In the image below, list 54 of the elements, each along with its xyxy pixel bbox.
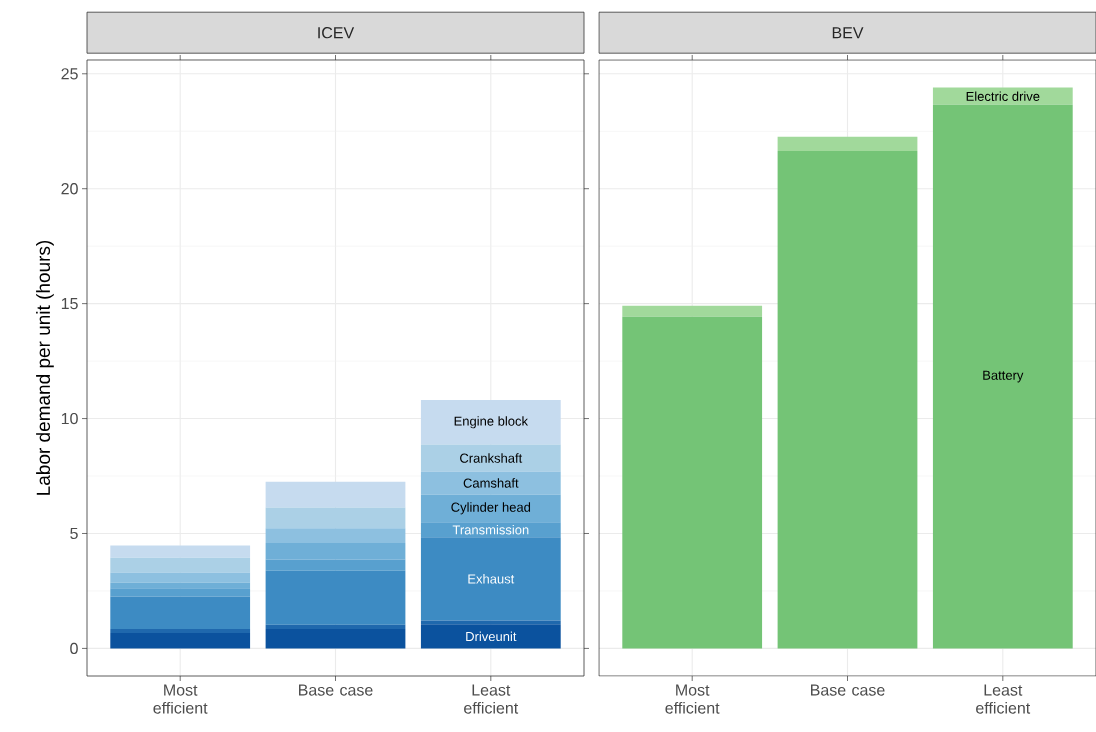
- bar: [420, 620, 561, 625]
- x-tick-label: Most efficient: [153, 684, 208, 714]
- bar: [420, 522, 561, 538]
- bar: [110, 545, 251, 558]
- bar: [265, 481, 406, 508]
- y-tick-label: 10: [61, 412, 78, 425]
- bar: [932, 87, 1073, 105]
- bar: [110, 582, 251, 589]
- bar: [110, 557, 251, 573]
- bar: [110, 633, 251, 649]
- series-label: Engine block: [454, 416, 529, 429]
- series-label: Crankshaft: [460, 453, 523, 463]
- bar: [265, 570, 406, 625]
- y-tick-label: 0: [70, 642, 78, 655]
- bar: [265, 528, 406, 543]
- y-tick-label: 15: [61, 298, 78, 310]
- bar: [265, 559, 406, 571]
- bar: [622, 316, 763, 649]
- series-label: Battery: [983, 370, 1024, 383]
- x-tick-label: Least efficient: [976, 684, 1031, 714]
- series-label: Exhaust: [468, 573, 515, 584]
- bar: [265, 624, 406, 630]
- bar: [110, 629, 251, 634]
- bar: [110, 588, 251, 597]
- bar: [777, 151, 918, 649]
- series-label: Transmission: [452, 524, 529, 535]
- bar: [265, 507, 406, 529]
- chart-title: ICEV: [318, 27, 355, 39]
- bar: [420, 624, 561, 649]
- y-axis-title: Labor demand per unit (hours): [36, 240, 54, 495]
- bar: [420, 399, 561, 445]
- bar: [420, 471, 561, 495]
- x-tick-label: Most efficient: [665, 684, 720, 714]
- x-tick-label: Least efficient: [464, 684, 519, 714]
- x-tick-label: Base case: [811, 684, 885, 696]
- bar: [932, 104, 1073, 649]
- y-tick-label: 5: [70, 527, 78, 540]
- bar: [110, 572, 251, 583]
- chart-title: BEV: [832, 27, 864, 39]
- bar: [420, 494, 561, 523]
- bar: [420, 444, 561, 472]
- series-label: Camshaft: [463, 478, 519, 488]
- series-label: Driveunit: [466, 631, 517, 642]
- bar: [265, 542, 406, 560]
- bar: [110, 596, 251, 630]
- bar: [420, 537, 561, 621]
- x-tick-label: Base case: [299, 684, 373, 696]
- bar: [265, 629, 406, 649]
- y-tick-label: 25: [61, 68, 78, 80]
- bar: [622, 305, 763, 317]
- series-label: Cylinder head: [451, 502, 531, 515]
- bar: [777, 136, 918, 152]
- y-tick-label: 20: [61, 183, 78, 195]
- series-label: Electric drive: [966, 91, 1040, 101]
